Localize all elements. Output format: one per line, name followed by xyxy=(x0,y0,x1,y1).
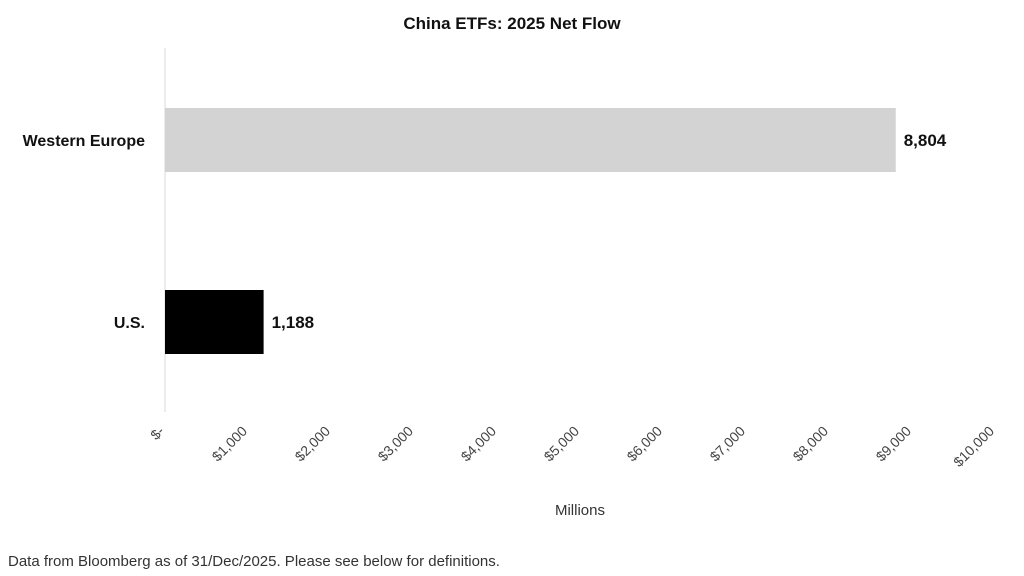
category-label: Western Europe xyxy=(23,133,146,150)
x-tick-label: $3,000 xyxy=(375,423,417,465)
x-tick-label: $8,000 xyxy=(790,423,832,465)
x-tick-label: $4,000 xyxy=(458,423,500,465)
x-tick-label: $10,000 xyxy=(950,423,997,470)
data-label: 8,804 xyxy=(904,131,947,150)
x-tick-label: $- xyxy=(147,423,167,443)
x-tick-label: $9,000 xyxy=(873,423,915,465)
footnote: Data from Bloomberg as of 31/Dec/2025. P… xyxy=(8,553,500,570)
bar-u-s xyxy=(165,290,264,354)
x-tick-label: $7,000 xyxy=(707,423,749,465)
x-tick-label: $1,000 xyxy=(209,423,251,465)
data-label: 1,188 xyxy=(272,313,315,332)
x-axis-label: Millions xyxy=(555,502,605,519)
chart-title: China ETFs: 2025 Net Flow xyxy=(403,14,621,33)
x-tick-label: $5,000 xyxy=(541,423,583,465)
category-label: U.S. xyxy=(114,315,145,332)
x-tick-label: $6,000 xyxy=(624,423,666,465)
x-tick-label: $2,000 xyxy=(292,423,334,465)
bar-western-europe xyxy=(165,108,896,172)
